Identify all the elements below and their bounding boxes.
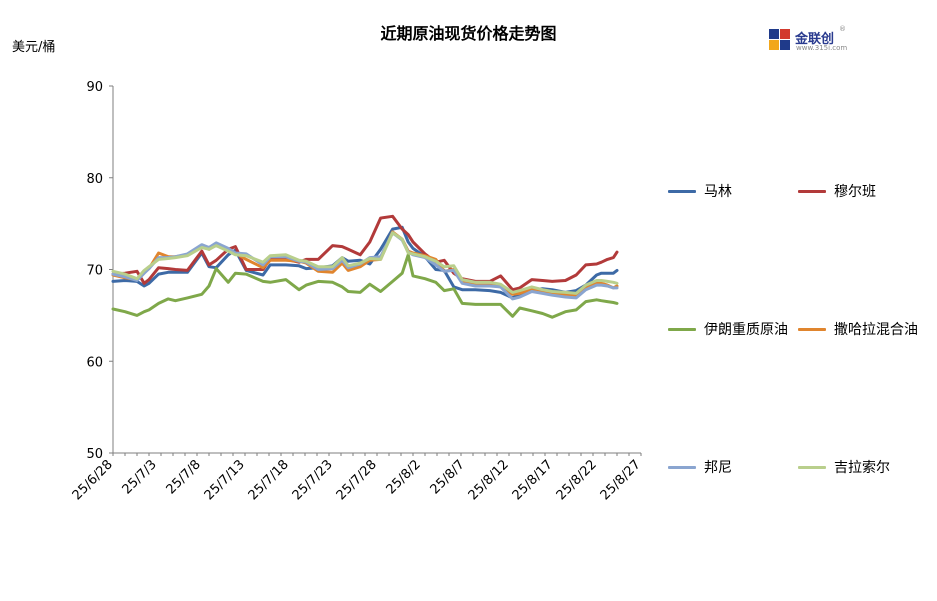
legend-label: 马林 bbox=[704, 184, 732, 200]
legend-item: 穆尔班 bbox=[798, 181, 876, 201]
series-line-3 bbox=[111, 253, 619, 319]
legend-label: 穆尔班 bbox=[834, 184, 876, 200]
legend-swatch bbox=[668, 327, 696, 331]
legend-swatch bbox=[798, 465, 826, 469]
y-axis-unit: 美元/桶 bbox=[12, 40, 56, 55]
y-tick-label: 50 bbox=[86, 447, 103, 462]
legend-swatch bbox=[798, 327, 826, 331]
series-line-5 bbox=[111, 231, 619, 301]
legend-swatch bbox=[668, 189, 696, 193]
legend-label: 吉拉索尔 bbox=[834, 460, 890, 476]
x-tick-label: 25/7/13 bbox=[202, 457, 248, 503]
x-tick-label: 25/7/18 bbox=[246, 457, 292, 503]
x-tick-label: 25/8/2 bbox=[384, 457, 424, 497]
legend-swatch bbox=[668, 465, 696, 469]
x-tick-label: 25/7/28 bbox=[334, 457, 380, 503]
legend-label: 撒哈拉混合油 bbox=[834, 322, 918, 338]
x-tick-label: 25/8/7 bbox=[428, 457, 468, 497]
y-tick-label: 70 bbox=[86, 264, 103, 279]
legend-label: 伊朗重质原油 bbox=[704, 322, 788, 338]
legend-item: 吉拉索尔 bbox=[798, 457, 890, 477]
series-line-4 bbox=[111, 230, 619, 297]
x-tick-label: 25/7/8 bbox=[164, 457, 204, 497]
logo-icon bbox=[769, 29, 790, 50]
logo-registered-mark: ® bbox=[839, 25, 846, 33]
legend-item: 撒哈拉混合油 bbox=[798, 319, 918, 339]
chart-title: 近期原油现货价格走势图 bbox=[380, 24, 557, 43]
logo-url: www.315i.com bbox=[796, 44, 848, 52]
series-line-2 bbox=[111, 214, 619, 292]
y-tick-label: 90 bbox=[86, 80, 103, 95]
legend-item: 邦尼 bbox=[668, 457, 732, 477]
x-tick-label: 25/8/17 bbox=[510, 457, 556, 503]
legend-item: 马林 bbox=[668, 181, 732, 201]
legend-item: 伊朗重质原油 bbox=[668, 319, 788, 339]
x-tick-label: 25/8/27 bbox=[598, 457, 644, 503]
x-tick-label: 25/8/22 bbox=[554, 457, 600, 503]
x-tick-label: 25/7/3 bbox=[120, 457, 160, 497]
logo-text: 金联创 bbox=[795, 32, 835, 47]
y-tick-label: 80 bbox=[86, 172, 103, 187]
y-tick-label: 60 bbox=[86, 355, 103, 370]
x-tick-label: 25/8/12 bbox=[466, 457, 512, 503]
x-tick-label: 25/7/23 bbox=[290, 457, 336, 503]
legend-label: 邦尼 bbox=[704, 460, 732, 476]
legend-swatch bbox=[798, 189, 826, 193]
x-tick-label: 25/6/28 bbox=[70, 457, 116, 503]
series-line-6 bbox=[111, 231, 619, 295]
